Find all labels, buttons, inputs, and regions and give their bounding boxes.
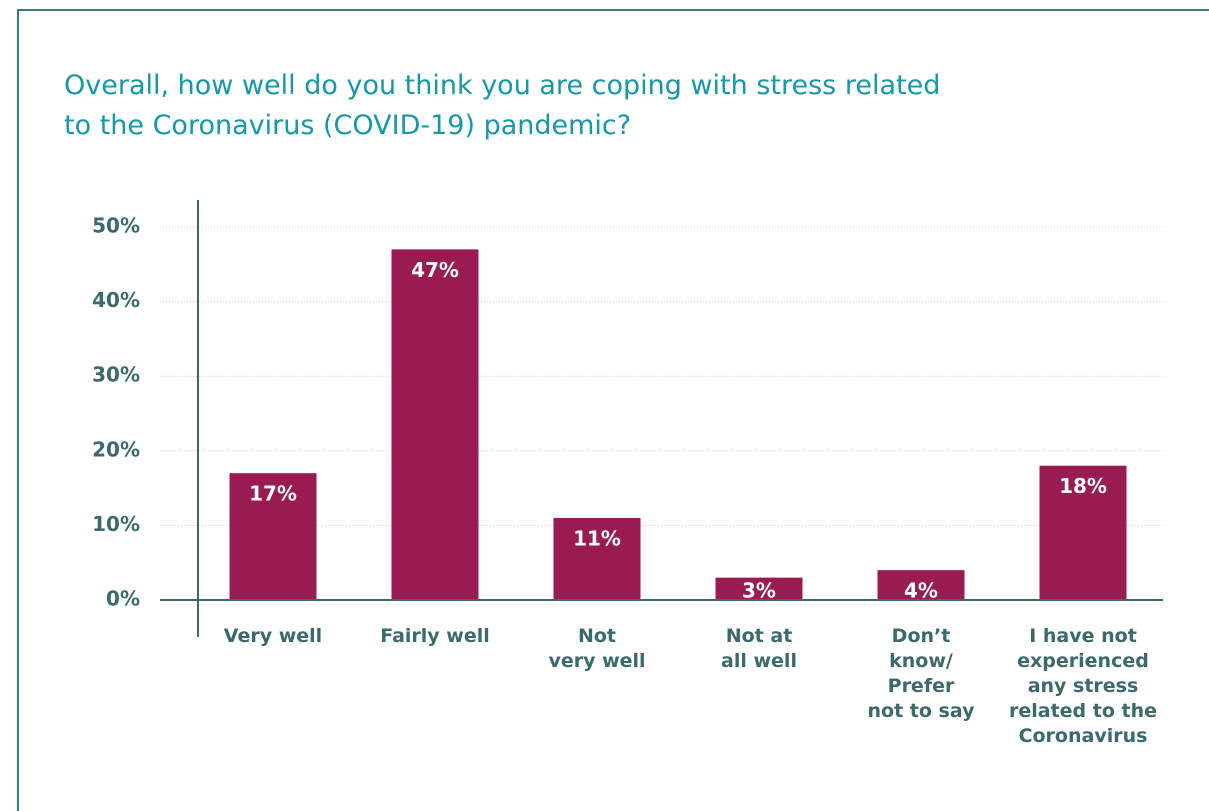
value-label: 11%: [573, 526, 621, 550]
value-label: 18%: [1059, 474, 1107, 498]
bar: [391, 249, 479, 600]
value-label: 4%: [904, 579, 938, 603]
y-tick-label: 20%: [92, 437, 140, 461]
bar: [715, 577, 803, 600]
y-tick-label: 30%: [92, 363, 140, 387]
bar: [1039, 465, 1127, 600]
bar: [229, 473, 317, 600]
x-tick-label: Don’t know/Prefer not to say: [868, 625, 976, 722]
value-label: 47%: [411, 258, 459, 282]
bar: [877, 570, 965, 600]
y-tick-label: 10%: [92, 512, 140, 536]
chart-title: Overall, how well do you think you are c…: [64, 70, 940, 141]
x-tick-label: Fairly well: [380, 625, 490, 647]
y-tick-label: 50%: [92, 214, 140, 238]
x-tick-label: Very well: [224, 625, 322, 647]
value-label: 17%: [249, 482, 297, 506]
x-tick-label: I have not experienced any stress related t…: [1009, 625, 1157, 747]
x-tick-label: Not very well: [548, 625, 645, 672]
value-label: 3%: [742, 579, 776, 603]
frame: [17, 9, 1209, 811]
bar: [553, 517, 641, 600]
x-tick-label: Not at all well: [721, 625, 797, 672]
y-tick-label: 0%: [106, 587, 140, 611]
y-tick-label: 40%: [92, 288, 140, 312]
